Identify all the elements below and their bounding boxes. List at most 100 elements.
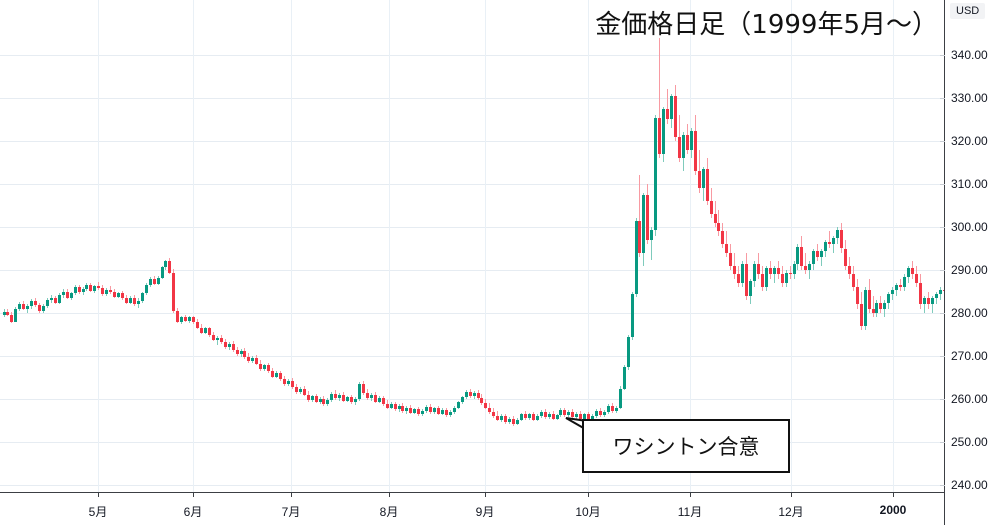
- vertical-gridline: [291, 0, 292, 492]
- candle-body: [160, 267, 164, 278]
- candle-body: [247, 356, 251, 362]
- candle-body: [796, 246, 800, 264]
- candle-body: [602, 411, 606, 416]
- candle-body: [709, 201, 713, 215]
- price-axis-label: 250.00: [951, 435, 988, 449]
- candle-body: [701, 169, 705, 189]
- candle-body: [203, 328, 207, 333]
- candle-body: [685, 134, 689, 150]
- plot-area[interactable]: [0, 0, 944, 492]
- candle-body: [136, 300, 140, 305]
- candle-body: [117, 293, 121, 297]
- horizontal-gridline: [0, 399, 944, 400]
- candle-body: [109, 289, 113, 293]
- candle-body: [883, 302, 887, 309]
- candle-body: [812, 251, 816, 264]
- candle-body: [128, 297, 132, 303]
- candle-body: [389, 404, 393, 408]
- candle-body: [745, 263, 749, 296]
- candle-body: [472, 392, 476, 397]
- candle-body: [749, 281, 753, 296]
- candle-body: [421, 411, 425, 415]
- candle-body: [930, 298, 934, 305]
- candle-body: [77, 287, 81, 293]
- price-axis-tick: [940, 485, 945, 486]
- candle-body: [516, 419, 519, 424]
- candle-wick: [27, 304, 29, 313]
- time-axis-label: 7月: [281, 505, 301, 519]
- candle-body: [168, 261, 172, 273]
- time-axis-label: 5月: [88, 505, 108, 519]
- horizontal-gridline: [0, 313, 944, 314]
- candle-body: [658, 117, 662, 154]
- candle-body: [30, 300, 34, 307]
- price-axis-label: 240.00: [951, 478, 988, 492]
- candle-body: [385, 404, 389, 408]
- candle-body: [121, 293, 124, 299]
- candle-body: [464, 392, 468, 398]
- candle-body: [144, 284, 148, 294]
- candle-body: [452, 407, 456, 412]
- candle-body: [282, 379, 286, 385]
- candle-body: [34, 300, 38, 306]
- candle-body: [839, 229, 843, 249]
- candle-body: [243, 350, 247, 357]
- candle-body: [792, 263, 796, 275]
- candle-body: [867, 289, 871, 309]
- time-axis-label: 10月: [575, 505, 601, 519]
- price-axis-label: 340.00: [951, 48, 988, 62]
- price-axis-label: 320.00: [951, 134, 988, 148]
- price-axis-tick: [940, 313, 945, 314]
- candle-body: [275, 373, 279, 377]
- candle-body: [259, 363, 263, 369]
- candle-body: [290, 380, 294, 387]
- candle-body: [302, 388, 306, 395]
- candle-body: [753, 263, 756, 282]
- candle-body: [468, 392, 472, 397]
- candle-body: [401, 405, 405, 412]
- candle-body: [326, 399, 330, 405]
- candle-body: [895, 285, 899, 290]
- time-axis-tick: [291, 493, 292, 497]
- candle-body: [207, 328, 211, 336]
- candle-body: [681, 134, 685, 159]
- price-axis-tick: [940, 270, 945, 271]
- candle-body: [855, 287, 859, 305]
- candle-body: [863, 289, 867, 326]
- candle-body: [85, 285, 89, 289]
- candle-body: [22, 303, 26, 309]
- candle-body: [176, 311, 180, 322]
- candle-body: [899, 285, 903, 288]
- candle-body: [677, 136, 681, 159]
- candle-body: [322, 399, 326, 405]
- vertical-gridline: [893, 0, 894, 492]
- candle-body: [571, 411, 575, 418]
- candle-wick: [884, 300, 886, 318]
- candle-body: [768, 268, 772, 275]
- candle-wick: [931, 295, 933, 313]
- candle-body: [267, 365, 271, 372]
- candle-body: [93, 286, 97, 291]
- time-axis[interactable]: 5月 6月 7月 8月 9月 10月 11月 12月 2000: [0, 492, 944, 525]
- time-axis-tick: [690, 493, 691, 497]
- time-axis-label: 6月: [183, 505, 203, 519]
- candle-body: [705, 169, 709, 202]
- price-axis[interactable]: USD 340.00 330.00 320.00 310.00 300.00 290.00…: [940, 0, 1000, 525]
- time-axis-tick: [893, 493, 894, 497]
- annotation-callout[interactable]: ワシントン合意: [582, 419, 790, 473]
- candle-body: [381, 398, 385, 405]
- horizontal-gridline: [0, 141, 944, 142]
- candle-wick: [923, 295, 925, 313]
- candle-body: [397, 405, 401, 410]
- candle-body: [377, 398, 381, 402]
- candle-body: [433, 408, 437, 412]
- candle-body: [733, 265, 737, 275]
- candle-body: [413, 409, 417, 413]
- candle-body: [429, 406, 433, 412]
- candle-body: [638, 220, 642, 253]
- candle-body: [476, 392, 480, 399]
- candle-body: [113, 292, 117, 297]
- candle-body: [2, 312, 6, 315]
- candle-body: [124, 298, 128, 303]
- candle-body: [298, 388, 302, 393]
